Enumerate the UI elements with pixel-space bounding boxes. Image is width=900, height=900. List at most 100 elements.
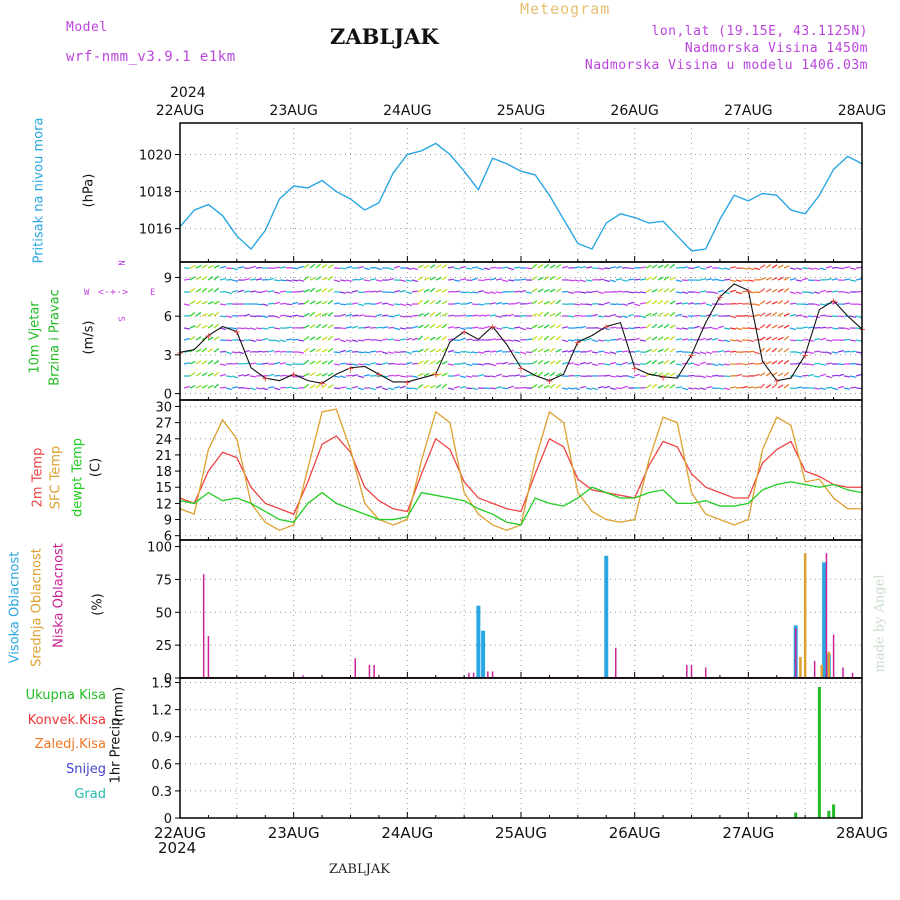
wind-arrow: [279, 279, 287, 282]
wind-arrow: [567, 387, 575, 390]
wind-arrow: [513, 326, 521, 329]
wind-arrow: [405, 351, 412, 355]
wind-arrow: [531, 336, 538, 341]
wind-arrow: [501, 314, 509, 317]
wind-arrow: [387, 315, 395, 318]
wind-arrow: [513, 351, 521, 354]
wind-arrow: [447, 338, 455, 341]
wind-arrow: [633, 363, 641, 366]
wind-arrow: [669, 324, 676, 329]
wind-arrow: [219, 277, 226, 281]
wind-arrow: [561, 387, 568, 390]
wind-arrow: [819, 267, 826, 271]
wind-arrow: [303, 347, 310, 353]
wind-arrow: [513, 290, 521, 293]
wind-gust-marker: +: [461, 326, 468, 339]
y-tick-label: 24: [155, 433, 172, 448]
wind-arrow: [525, 302, 533, 305]
wind-arrow: [621, 385, 628, 389]
wind-arrow: [477, 314, 485, 317]
wind-arrow: [573, 374, 581, 377]
wind-arrow: [357, 387, 364, 391]
x-label-bottom: 28AUG: [836, 824, 888, 842]
cloud-low-bar: [825, 553, 828, 678]
wind-arrow: [771, 311, 778, 317]
wind-arrow: [423, 288, 430, 293]
wind-arrow: [855, 373, 862, 377]
wind-arrow: [399, 289, 406, 293]
wind-arrow: [321, 312, 328, 317]
wind-arrow: [435, 264, 442, 269]
wind-arrow: [831, 374, 839, 377]
cloud-low-bar: [690, 664, 693, 678]
wind-arrow: [375, 326, 383, 329]
wind-gust-marker: +: [546, 375, 553, 388]
wind-arrow: [579, 361, 586, 365]
wind-gust-marker: +: [234, 326, 241, 339]
wind-arrow: [615, 337, 622, 341]
wind-arrow: [603, 363, 611, 366]
wind-arrow: [249, 265, 256, 269]
wind-arrow: [747, 350, 755, 353]
wind-arrow: [327, 335, 334, 341]
wind-arrow: [657, 360, 664, 365]
wind-arrow: [543, 288, 550, 293]
wind-arrow: [411, 290, 419, 293]
wind-arrow: [513, 266, 521, 269]
cloud-low-bar: [794, 628, 797, 678]
wind-arrow: [231, 267, 238, 271]
y-tick-label: 1.5: [151, 677, 172, 692]
wind-arrow: [435, 311, 442, 317]
wind-arrow: [495, 278, 503, 281]
wind-arrow: [525, 374, 532, 377]
wind-arrow: [711, 374, 719, 377]
wind-arrow: [207, 301, 214, 305]
wind-arrow: [747, 315, 755, 318]
wind-arrow: [285, 303, 293, 306]
wind-arrow: [609, 313, 616, 317]
wind-arrow: [363, 267, 370, 271]
wind-arrow: [495, 386, 503, 389]
wind-arrow: [549, 383, 556, 389]
wind-arrow: [189, 312, 196, 317]
wind-arrow: [495, 291, 503, 294]
wind-arrow: [465, 338, 473, 341]
wind-arrow: [267, 302, 275, 305]
wind-arrow: [423, 324, 430, 329]
wind-arrow: [483, 387, 491, 390]
wind-arrow: [537, 300, 544, 305]
wind-arrow: [849, 315, 856, 318]
wind-arrow: [333, 338, 340, 341]
wind-arrow: [351, 290, 358, 293]
wind-arrow: [573, 266, 581, 269]
wind-arrow: [207, 288, 214, 293]
wind-arrow: [759, 360, 766, 365]
wind-arrow: [813, 337, 820, 341]
wind-arrow: [231, 375, 238, 379]
wind-arrow: [321, 383, 328, 389]
wind-arrow: [813, 291, 820, 295]
wind-arrow: [657, 288, 664, 293]
wind-arrow: [453, 290, 461, 293]
wind-arrow: [225, 375, 233, 378]
wind-gust-marker: +: [262, 372, 269, 385]
wind-arrow: [207, 264, 214, 269]
wind-arrow: [675, 386, 683, 389]
wind-arrow: [543, 335, 550, 341]
wind-arrow: [831, 290, 839, 293]
wind-arrow: [357, 375, 364, 379]
wind-arrow: [459, 278, 467, 281]
cloud-low-bar: [373, 664, 375, 678]
wind-arrow: [339, 267, 347, 270]
wind-arrow: [363, 374, 370, 377]
wind-arrow: [705, 385, 712, 389]
wind-arrow: [663, 287, 670, 293]
wind-gust-marker: +: [489, 320, 496, 333]
wind-arrow: [585, 361, 592, 365]
wind-arrow: [459, 385, 466, 389]
wind-arrow: [471, 351, 479, 354]
wind-arrow: [357, 277, 364, 281]
y-tick-label: 9: [164, 514, 172, 529]
wind-arrow: [393, 385, 400, 389]
wind-arrow: [747, 267, 754, 271]
